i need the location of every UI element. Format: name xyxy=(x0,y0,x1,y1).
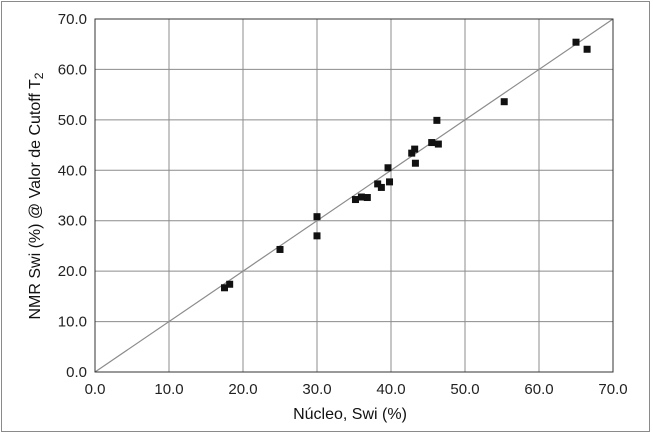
x-tick-label: 70.0 xyxy=(598,381,627,398)
y-tick-label: 0.0 xyxy=(66,364,87,381)
y-tick-label: 10.0 xyxy=(58,314,87,331)
x-tick-label: 10.0 xyxy=(154,381,183,398)
plot-area-border xyxy=(94,18,614,373)
data-point xyxy=(276,245,284,253)
y-tick-labels: 0.0 10.0 20.0 30.0 40.0 50.0 60.0 70.0 xyxy=(58,11,87,381)
reference-line-1to1 xyxy=(94,18,614,373)
x-tick-label: 20.0 xyxy=(228,381,257,398)
x-tick-labels: 0.0 10.0 20.0 30.0 40.0 50.0 60.0 70.0 xyxy=(85,381,628,398)
data-point xyxy=(408,149,416,157)
y-tick-label: 30.0 xyxy=(58,213,87,230)
data-point xyxy=(428,139,436,147)
data-points xyxy=(221,38,591,292)
x-axis-title: Núcleo, Swi (%) xyxy=(293,406,407,423)
data-point xyxy=(221,284,228,292)
y-axis-title: NMR Swi (%) @ Valor de Cutoff T2 xyxy=(27,72,46,319)
data-point xyxy=(411,145,419,153)
x-tick-label: 30.0 xyxy=(302,381,331,398)
data-point xyxy=(374,180,382,188)
data-point xyxy=(433,116,441,124)
y-axis-title-main: NMR Swi (%) @ Valor de Cutoff T xyxy=(27,79,44,320)
data-point xyxy=(351,196,359,204)
y-tick-label: 50.0 xyxy=(58,112,87,129)
data-point xyxy=(411,159,419,167)
data-point xyxy=(377,183,385,191)
y-tick-label: 40.0 xyxy=(58,162,87,179)
data-point xyxy=(363,194,371,202)
x-tick-label: 60.0 xyxy=(524,381,553,398)
data-point xyxy=(583,45,591,53)
data-point xyxy=(313,232,321,240)
x-tick-label: 50.0 xyxy=(450,381,479,398)
y-tick-label: 60.0 xyxy=(58,61,87,78)
data-point xyxy=(313,213,321,221)
data-point xyxy=(226,280,234,288)
data-point xyxy=(384,164,392,172)
data-point xyxy=(434,140,442,148)
data-point xyxy=(500,98,508,106)
data-point xyxy=(357,193,365,201)
data-point xyxy=(572,38,580,46)
y-tick-label: 70.0 xyxy=(58,11,87,28)
grid-lines xyxy=(95,19,613,372)
data-point xyxy=(386,178,394,186)
y-tick-label: 20.0 xyxy=(58,263,87,280)
y-axis-title-subscript: 2 xyxy=(32,72,46,79)
x-tick-label: 40.0 xyxy=(376,381,405,398)
x-tick-label: 0.0 xyxy=(85,381,106,398)
